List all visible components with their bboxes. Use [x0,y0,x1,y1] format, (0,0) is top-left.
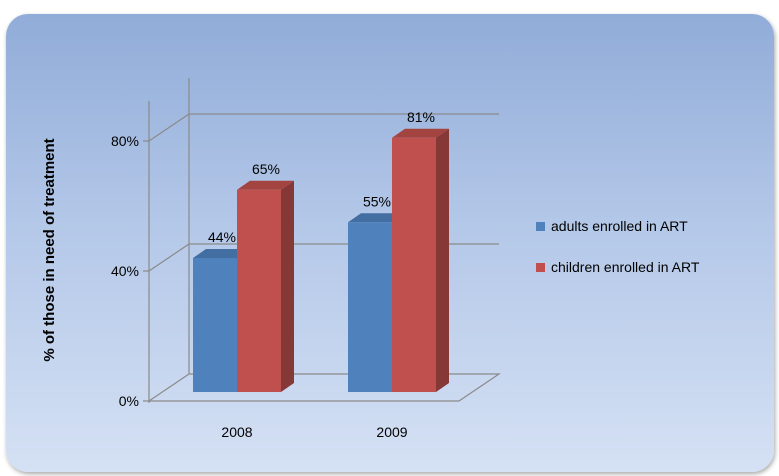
floor-line [148,373,501,402]
x-tick-label: 2009 [376,424,407,440]
bar-layer [193,128,449,392]
y-tick-label: 40% [111,263,139,279]
legend-label-children: children enrolled in ART [551,259,700,275]
label-layer: 0% 40% 80% 44% 65% 2008 55% 81% 2009 [111,109,435,440]
legend: adults enrolled in ART children enrolled… [536,218,700,275]
data-label: 81% [407,109,435,125]
bar-children-2009 [392,128,449,392]
data-label: 65% [252,161,280,177]
y-tick-label: 80% [111,133,139,149]
legend-swatch-children [536,263,545,272]
x-tick-label: 2008 [221,424,252,440]
chart-panel: 0% 40% 80% 44% 65% 2008 55% 81% 2009 % of those … [6,14,774,472]
bar-children-2008 [237,180,294,392]
y-axis-label: % of those in need of treatment [41,138,58,361]
data-label: 44% [208,229,236,245]
legend-label-adults: adults enrolled in ART [551,218,688,234]
legend-swatch-adults [536,222,545,231]
data-label: 55% [363,193,391,209]
grid-layer [143,78,501,403]
gridline [148,113,499,142]
chart-svg: 0% 40% 80% 44% 65% 2008 55% 81% 2009 % of those … [41,78,700,440]
y-tick-label: 0% [119,393,139,409]
